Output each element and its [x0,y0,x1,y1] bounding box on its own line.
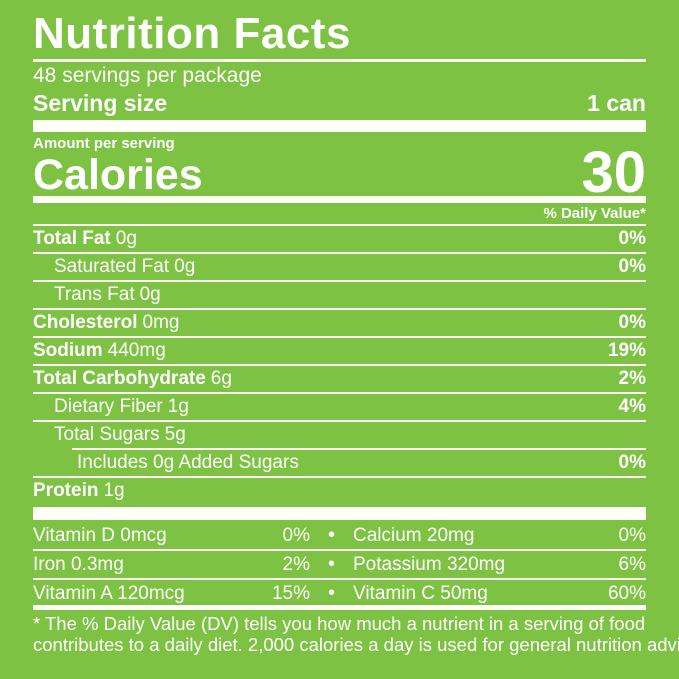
bullet-separator: • [327,553,335,575]
nutrient-name: Total Fat [33,228,111,249]
section-divider-bar [33,120,646,132]
row-separator [33,420,646,422]
micronutrient-name: Vitamin A 120mcg [33,583,185,604]
nutrient-dv: 0% [618,452,646,473]
calories-divider-bar [33,196,646,203]
serving-size-value: 1 can [587,90,646,116]
nutrient-row-total-carbohydrate: Total Carbohydrate 6g 2% [33,366,646,392]
calories-value: 30 [581,140,646,205]
title-rule [33,59,646,62]
micronutrient-row-3: Vitamin A 120mcg 15% • Vitamin C 50mg 60… [33,580,646,605]
amount-per-serving-label: Amount per serving [33,135,175,152]
nutrient-row-added-sugars: Includes 0g Added Sugars 0% [33,450,646,476]
micronutrient-dv: 2% [282,554,310,575]
nutrient-amount: 0mg [142,312,180,333]
nutrient-row-sodium: Sodium 440mg 19% [33,338,646,364]
row-separator [33,549,646,551]
nutrient-name: Sodium [33,340,103,361]
nutrient-amount: 0g [139,284,161,305]
nutrient-amount: 1g [167,396,189,417]
label-content: Nutrition Facts 48 servings per package … [33,0,679,655]
calories-label: Calories [33,151,203,199]
micronutrient-name: Vitamin D 0mcg [33,525,167,546]
nutrient-dv: 4% [618,396,646,417]
row-separator [33,578,646,580]
nutrient-dv: 0% [618,228,646,249]
micronutrient-dv: 15% [271,583,310,604]
micronutrient-name: Vitamin C 50mg [353,583,488,604]
footnote-line-2: contributes to a daily diet. 2,000 calor… [33,633,679,655]
nutrient-amount: 0g [174,256,196,277]
row-separator [33,364,646,366]
nutrient-row-dietary-fiber: Dietary Fiber 1g 4% [33,394,646,420]
nutrient-amount: 5g [164,424,186,445]
micronutrient-row-1: Vitamin D 0mcg 0% • Calcium 20mg 0% [33,522,646,549]
nutrient-amount: 6g [210,368,232,389]
row-separator-indented [72,448,646,450]
daily-value-footnote: * The % Daily Value (DV) tells you how m… [33,613,679,655]
nutrient-amount: 440mg [107,340,166,361]
nutrient-row-total-fat: Total Fat 0g 0% [33,226,646,252]
micronutrient-name: Potassium 320mg [353,554,506,575]
nutrient-row-saturated-fat: Saturated Fat 0g 0% [33,254,646,280]
row-separator [33,308,646,310]
row-separator [33,336,646,338]
row-separator [33,280,646,282]
nutrient-amount: 1g [103,480,125,501]
micronutrient-dv: 60% [607,583,646,604]
nutrient-name: Saturated Fat [54,256,170,277]
daily-value-header: % Daily Value* [543,205,646,222]
nutrient-amount: 0g [115,228,137,249]
nutrient-dv: 2% [618,368,646,389]
micronutrient-name: Calcium 20mg [353,525,475,546]
serving-size-label: Serving size [33,90,168,116]
nutrient-name: Dietary Fiber [54,396,163,417]
nutrient-name: Cholesterol [33,312,138,333]
micronutrient-name: Iron 0.3mg [33,554,124,575]
row-separator [33,252,646,254]
nutrient-dv: 19% [607,340,646,361]
nutrient-name: Total Sugars [54,424,160,445]
micronutrient-dv: 0% [282,525,310,546]
nutrient-row-cholesterol: Cholesterol 0mg 0% [33,310,646,336]
micronutrient-dv: 0% [618,525,646,546]
micronutrient-row-2: Iron 0.3mg 2% • Potassium 320mg 6% [33,551,646,578]
label-title: Nutrition Facts [33,9,351,58]
row-separator [33,476,646,478]
nutrient-row-trans-fat: Trans Fat 0g [33,282,646,308]
footnote-line-1: * The % Daily Value (DV) tells you how m… [33,613,646,634]
serving-size-row: Serving size 1 can [33,89,646,118]
nutrient-row-total-sugars: Total Sugars 5g [33,422,646,448]
bullet-separator: • [327,524,335,546]
row-separator [33,392,646,394]
micronutrients-section: Vitamin D 0mcg 0% • Calcium 20mg 0% Iron… [33,522,646,605]
nutrient-name: Includes 0g Added Sugars [77,452,299,473]
micronutrient-dv: 6% [618,554,646,575]
nutrient-name: Trans Fat [54,284,135,305]
calories-row: Calories 30 [33,140,646,205]
section-divider-bar [33,507,646,520]
nutrient-row-protein: Protein 1g [33,478,646,504]
footnote-rule [33,605,646,610]
row-separator [33,224,646,226]
bullet-separator: • [327,582,335,604]
nutrient-dv: 0% [618,312,646,333]
nutrient-dv: 0% [618,256,646,277]
nutrient-name: Total Carbohydrate [33,368,206,389]
servings-per-package: 48 servings per package [33,64,262,87]
nutrient-name: Protein [33,480,99,501]
